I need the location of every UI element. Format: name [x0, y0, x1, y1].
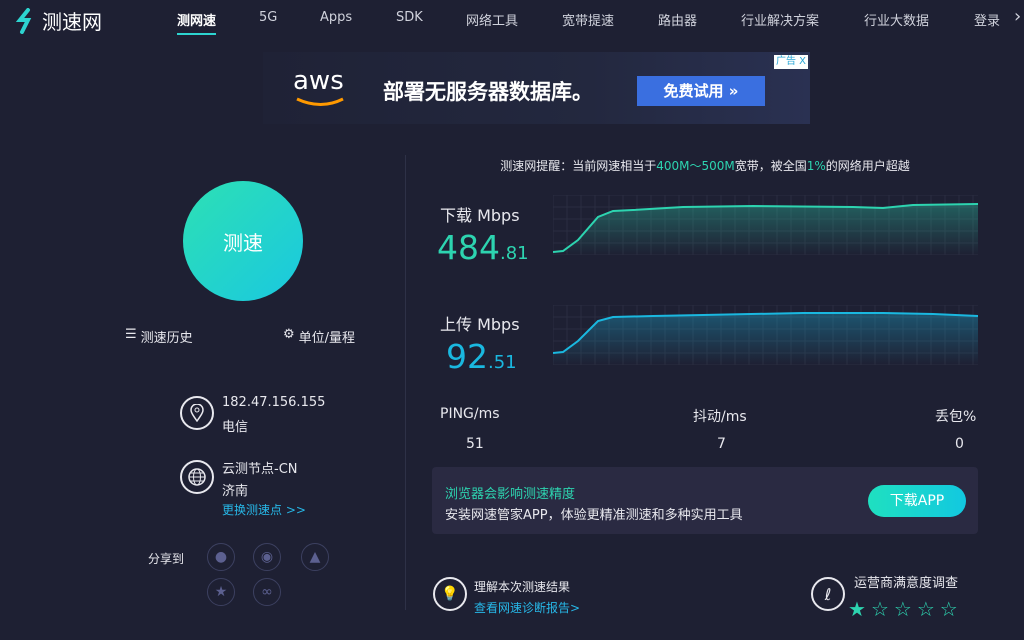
report-title: 理解本次测速结果 — [474, 580, 571, 594]
ad-tag[interactable]: 广告 X — [773, 55, 808, 69]
ad-banner[interactable]: aws 部署无服务器数据库。 免费试用 » 广告 X — [263, 52, 810, 124]
tip-suffix: 的网络用户超越 — [825, 159, 910, 173]
tip-mid: 宽带，被全国 — [734, 159, 807, 173]
upload-label: 上传 Mbps — [440, 315, 520, 334]
close-icon[interactable]: X — [799, 56, 806, 67]
nav-item-speedtest[interactable]: 测网速 — [177, 10, 217, 35]
nav-item-login[interactable]: 登录 — [974, 14, 1001, 29]
ping-label: PING/ms — [440, 406, 500, 422]
diagnosis-report-link[interactable]: 查看网速诊断报告> — [474, 601, 581, 615]
jitter-label: 抖动/ms — [693, 409, 747, 425]
test-node: 云测节点-CN — [222, 462, 298, 477]
tip-range: 400M～500M — [656, 159, 735, 173]
unit-settings-button[interactable]: ⚙ 单位/量程 — [283, 327, 355, 346]
qq-share-icon[interactable]: ▲ — [301, 543, 329, 571]
ad-title: 部署无服务器数据库。 — [383, 80, 593, 104]
logo-icon — [15, 7, 32, 34]
download-int: 484 — [437, 228, 500, 267]
chart-area — [553, 313, 978, 365]
start-speedtest-button[interactable]: 测速 — [183, 181, 303, 301]
nav-item-broadband[interactable]: 宽带提速 — [562, 14, 615, 29]
upload-dec: .51 — [488, 352, 517, 373]
nav-item-router[interactable]: 路由器 — [658, 14, 698, 29]
logo[interactable]: 测速网 — [14, 6, 102, 35]
chart-line — [553, 203, 978, 253]
nav-item-sdk[interactable]: SDK — [396, 10, 423, 25]
divider — [405, 155, 406, 610]
rating-stars: ★ ☆ ☆ ☆ ☆ — [848, 597, 963, 621]
location-pin-icon — [180, 396, 214, 430]
tip-prefix: 测速网提醒：当前网速相当于 — [500, 159, 657, 173]
weibo-share-icon[interactable]: ◉ — [253, 543, 281, 571]
upload-chart — [553, 305, 978, 365]
tip-percent: 1% — [806, 159, 826, 173]
rating-star-icon[interactable]: ★ — [848, 597, 866, 621]
survey-title: 运营商满意度调查 — [854, 576, 959, 591]
rating-star-icon[interactable]: ☆ — [939, 597, 958, 621]
ip-address: 182.47.156.155 — [222, 395, 326, 410]
aws-smile-icon — [296, 97, 344, 106]
download-app-button[interactable]: 下载APP — [868, 485, 966, 517]
globe-icon — [180, 460, 214, 494]
node-city: 济南 — [222, 484, 249, 499]
rating-star-icon[interactable]: ☆ — [893, 597, 912, 621]
nav-item-network-tools[interactable]: 网络工具 — [466, 14, 519, 29]
link-share-icon[interactable]: ∞ — [253, 578, 281, 606]
download-chart — [553, 195, 978, 255]
loss-label: 丢包% — [935, 409, 977, 425]
download-label: 下载 Mbps — [440, 206, 520, 225]
nav-item-solutions[interactable]: 行业解决方案 — [741, 14, 820, 29]
ping-value: 51 — [466, 436, 484, 452]
aws-logo: aws — [293, 66, 344, 96]
history-icon: ☰ — [125, 327, 137, 342]
download-dec: .81 — [500, 243, 529, 264]
upload-speed: 92.51 — [446, 337, 517, 376]
promo-text: 安装网速管家APP，体验更精准测速和多种实用工具 — [445, 508, 743, 523]
app-promo: 浏览器会影响测速精度 安装网速管家APP，体验更精准测速和多种实用工具 下载AP… — [432, 467, 978, 534]
history-label: 测速历史 — [140, 331, 193, 346]
settings-label: 单位/量程 — [298, 331, 356, 346]
rating-star-icon[interactable]: ☆ — [916, 597, 935, 621]
isp-name: 电信 — [222, 420, 249, 435]
wechat-share-icon[interactable]: ● — [207, 543, 235, 571]
ad-trial-button[interactable]: 免费试用 » — [637, 76, 765, 106]
history-button[interactable]: ☰ 测速历史 — [125, 327, 193, 346]
speed-tip: 测速网提醒：当前网速相当于400M～500M宽带，被全国1%的网络用户超越 — [430, 157, 980, 174]
nav-item-5g[interactable]: 5G — [259, 10, 278, 25]
qzone-share-icon[interactable]: ★ — [207, 578, 235, 606]
ad-label: 广告 — [775, 56, 796, 67]
change-node-link[interactable]: 更换测速点 >> — [222, 503, 306, 517]
share-label: 分享到 — [148, 552, 185, 566]
download-speed: 484.81 — [437, 228, 529, 267]
brand-name: 测速网 — [42, 10, 102, 34]
loss-value: 0 — [955, 436, 964, 452]
chart-area — [553, 204, 978, 255]
promo-title: 浏览器会影响测速精度 — [445, 487, 576, 502]
china-telecom-icon: ℓ — [811, 577, 845, 611]
gear-icon: ⚙ — [283, 327, 295, 342]
top-nav: 测速网 测网速 5G Apps SDK 网络工具 宽带提速 路由器 行业解决方案… — [0, 0, 1024, 38]
jitter-value: 7 — [717, 436, 726, 452]
chevron-right-icon[interactable]: › — [1014, 6, 1022, 27]
chart-line — [553, 312, 978, 354]
upload-int: 92 — [446, 337, 488, 376]
nav-item-bigdata[interactable]: 行业大数据 — [864, 14, 930, 29]
nav-item-apps[interactable]: Apps — [320, 10, 353, 25]
lightbulb-icon: 💡 — [433, 577, 467, 611]
rating-star-icon[interactable]: ☆ — [870, 597, 889, 621]
